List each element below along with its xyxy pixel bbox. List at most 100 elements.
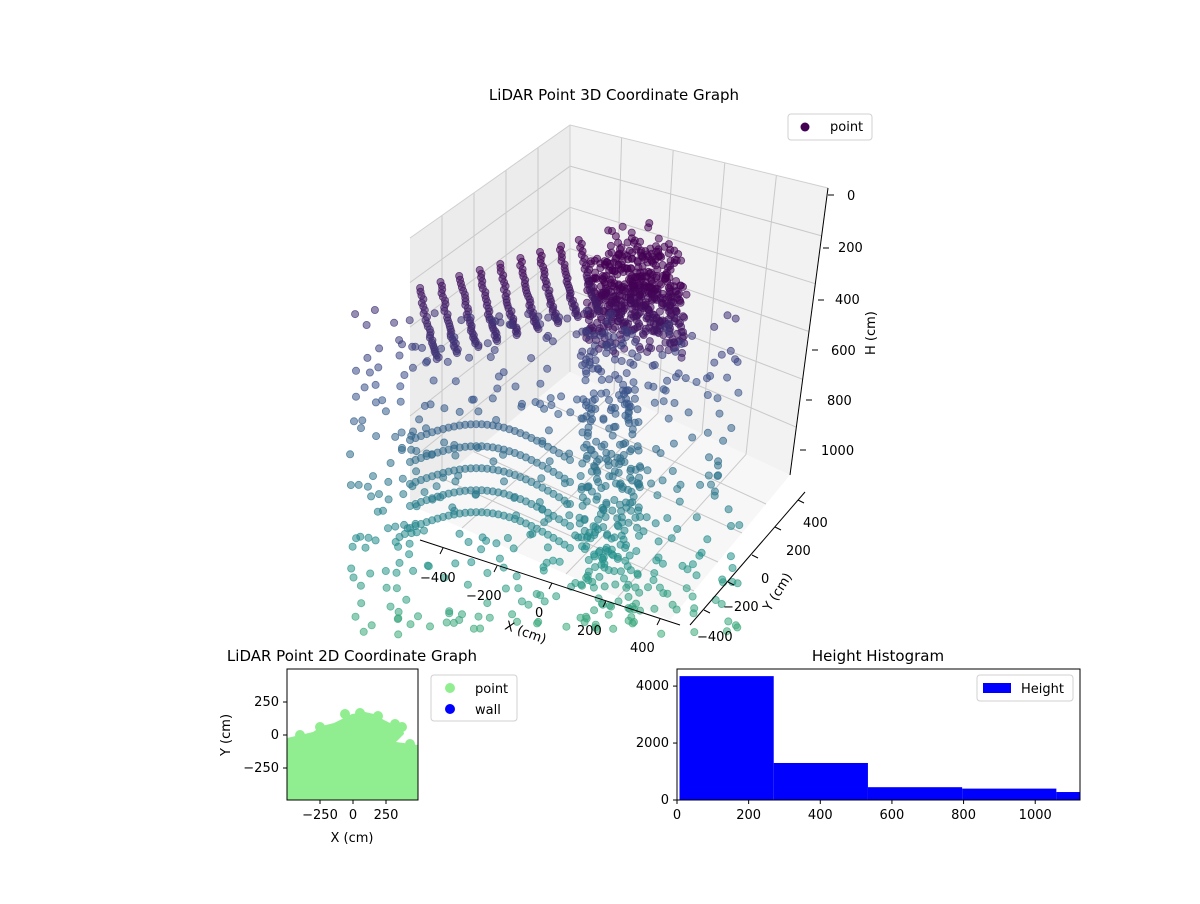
data-point-3d (544, 313, 553, 322)
data-point-3d (609, 624, 618, 633)
data-point-3d (548, 337, 557, 346)
data-point-3d (357, 599, 366, 608)
data-point-3d (606, 278, 615, 287)
ticks-hist (673, 685, 1036, 804)
data-point-3d (595, 572, 604, 581)
data-point-3d (617, 283, 626, 292)
data-point-3d (664, 346, 673, 355)
data-point-3d (723, 373, 732, 382)
data-point-3d (543, 543, 552, 552)
data-point-3d (407, 445, 416, 454)
data-point-3d (652, 313, 661, 322)
data-point-3d (630, 385, 639, 394)
data-point-3d (692, 571, 701, 580)
data-point-3d (581, 376, 590, 385)
data-point-3d (626, 314, 635, 323)
data-point-3d (432, 355, 441, 364)
data-point-3d (351, 612, 360, 621)
legend-marker-height (983, 683, 1011, 693)
data-point-3d (621, 556, 630, 565)
data-point-3d (688, 560, 697, 569)
data-point-3d (395, 558, 404, 567)
points-3d (346, 219, 744, 639)
data-point-3d (636, 345, 645, 354)
legend-marker-point (445, 683, 455, 693)
data-point-3d (644, 583, 653, 592)
data-point-3d (490, 345, 499, 354)
data-point-3d (631, 337, 640, 346)
data-point-3d (629, 360, 638, 369)
data-point-3d (661, 386, 670, 395)
z-tick-label: 800 (827, 394, 852, 409)
data-point-3d (539, 563, 548, 572)
data-point-3d (383, 524, 392, 533)
data-point-3d (661, 338, 670, 347)
data-point-3d (364, 533, 373, 542)
histogram-bar (1056, 792, 1080, 800)
y-tick-labels: 400 200 0 −200 −400 (697, 516, 828, 645)
data-point-3d (482, 536, 491, 545)
data-point-3d (613, 317, 622, 326)
data-point-3d (601, 481, 610, 490)
data-point-3d (489, 457, 498, 466)
data-point-3d (405, 539, 414, 548)
data-point-3d (422, 358, 431, 367)
legend-3d: point (787, 113, 873, 141)
data-point-3d (728, 564, 737, 573)
data-point-3d (544, 426, 553, 435)
data-point-3d (398, 474, 407, 483)
data-point-3d (413, 612, 422, 621)
data-point-3d (620, 400, 629, 409)
data-point-3d (626, 466, 635, 475)
data-point-3d (557, 392, 566, 401)
data-point-3d (695, 551, 704, 560)
data-point-3d (395, 351, 404, 360)
data-point-3d (555, 557, 564, 566)
data-point-3d (678, 348, 687, 357)
data-point-3d (710, 358, 719, 367)
data-point-3d (483, 599, 492, 608)
point-cloud-2d (287, 712, 418, 800)
data-point-3d (547, 401, 556, 410)
data-point-3d (681, 374, 690, 383)
data-point-3d (391, 432, 400, 441)
data-point-3d (634, 292, 643, 301)
data-point-3d (717, 600, 726, 609)
data-point-3d (552, 592, 561, 601)
data-point-3d (544, 331, 553, 340)
data-point-3d (363, 482, 372, 491)
data-point-2d (397, 722, 407, 732)
y-tick-label-hist: 4000 (636, 679, 669, 694)
data-point-3d (604, 610, 613, 619)
data-point-3d (690, 604, 699, 613)
data-point-3d (406, 620, 415, 629)
legend-label-point: point (830, 120, 863, 135)
data-point-3d (684, 408, 693, 417)
data-point-3d (368, 472, 377, 481)
data-point-3d (354, 480, 363, 489)
data-point-3d (627, 234, 636, 243)
data-point-3d (394, 630, 403, 639)
y-axis-label-2d: Y (cm) (219, 714, 234, 757)
data-point-3d (653, 491, 662, 500)
data-point-3d (445, 609, 454, 618)
data-point-3d (451, 559, 460, 568)
data-point-3d (512, 331, 521, 340)
data-point-3d (587, 487, 596, 496)
x-tick-label-hist: 400 (808, 808, 833, 823)
x-tick-labels-hist: 0 200 400 600 800 1000 (673, 808, 1052, 823)
data-point-3d (583, 533, 592, 542)
data-point-3d (443, 357, 452, 366)
data-point-3d (628, 619, 637, 628)
ticks-2d (283, 701, 387, 804)
data-point-3d (671, 347, 680, 356)
data-point-3d (690, 628, 699, 637)
data-point-3d (624, 592, 633, 601)
data-point-3d (644, 381, 653, 390)
data-point-3d (578, 361, 587, 370)
data-point-3d (593, 468, 602, 477)
data-point-3d (582, 306, 591, 315)
data-point-3d (566, 499, 575, 508)
data-point-3d (601, 340, 610, 349)
z-tick-label: 600 (831, 344, 856, 359)
